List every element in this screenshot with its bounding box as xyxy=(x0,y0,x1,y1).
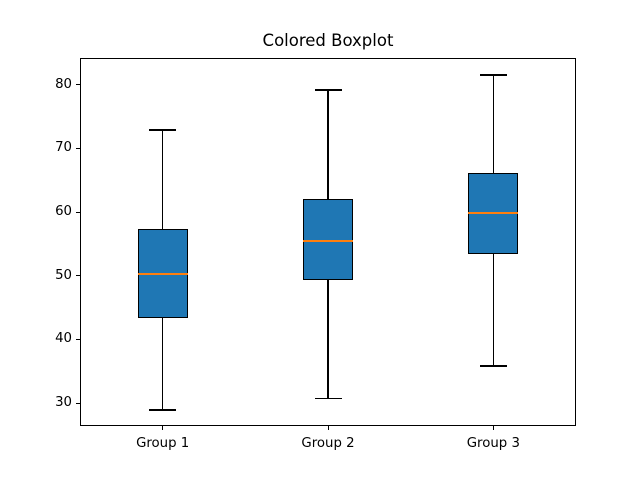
whisker-upper xyxy=(492,75,495,173)
median-line xyxy=(468,211,519,214)
y-axis-tick-label: 60 xyxy=(55,204,72,220)
whisker-cap-lower xyxy=(479,365,507,367)
y-axis-tick-label: 70 xyxy=(55,140,72,156)
whisker-lower xyxy=(161,318,164,411)
x-axis-tick xyxy=(327,426,329,430)
y-axis-tick xyxy=(76,402,80,404)
whisker-lower xyxy=(492,254,495,367)
whisker-upper xyxy=(161,129,164,230)
x-axis-tick-label: Group 1 xyxy=(136,436,190,451)
median-line xyxy=(137,273,188,276)
chart-title: Colored Boxplot xyxy=(262,31,394,50)
whisker-cap-upper xyxy=(149,129,177,131)
x-axis-tick xyxy=(162,426,164,430)
whisker-cap-lower xyxy=(314,397,342,400)
median-line xyxy=(303,239,353,242)
y-axis-tick xyxy=(76,211,80,213)
whisker-cap-upper xyxy=(314,89,342,91)
y-axis-tick xyxy=(76,84,80,86)
y-axis-tick xyxy=(76,275,80,277)
y-axis-tick-label: 80 xyxy=(55,76,72,92)
whisker-cap-lower xyxy=(149,409,177,411)
x-axis-tick-label: Group 2 xyxy=(301,436,355,451)
whisker-upper xyxy=(327,89,329,199)
box-2 xyxy=(303,198,353,280)
whisker-lower xyxy=(327,279,329,399)
y-axis-tick xyxy=(76,147,80,149)
x-axis-tick-label: Group 3 xyxy=(466,436,520,451)
y-axis-tick-label: 40 xyxy=(55,331,72,347)
x-axis-tick xyxy=(492,426,494,430)
whisker-cap-upper xyxy=(479,74,507,76)
y-axis-tick xyxy=(76,338,80,340)
y-axis-tick-label: 30 xyxy=(55,395,72,411)
y-axis-tick-label: 50 xyxy=(55,267,72,283)
